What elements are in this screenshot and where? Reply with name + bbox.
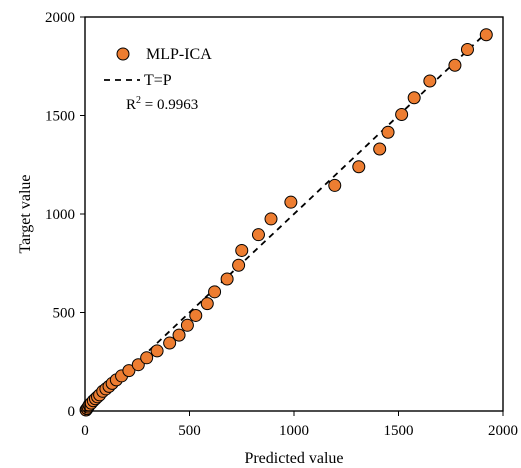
data-point xyxy=(140,351,154,365)
x-tick-label: 1500 xyxy=(384,423,414,439)
legend-label-t-equals-p: T=P xyxy=(144,72,172,89)
x-tick-label: 500 xyxy=(178,423,201,439)
y-tick-label: 1000 xyxy=(45,207,75,223)
x-tick-label: 2000 xyxy=(488,423,518,439)
data-point xyxy=(479,28,493,42)
x-tick-label: 1000 xyxy=(279,423,309,439)
tick-layer: 0 500 1000 1500 2000 0 500 1000 1500 2000 xyxy=(45,10,518,439)
x-axis-title: Predicted value xyxy=(244,450,343,467)
y-tick-label: 2000 xyxy=(45,10,75,26)
data-point xyxy=(150,344,164,358)
data-point xyxy=(208,285,222,299)
r-squared-symbol: R xyxy=(126,97,136,113)
r-squared-superscript: 2 xyxy=(136,95,141,106)
y-tick-label: 0 xyxy=(68,404,76,420)
data-point xyxy=(200,297,214,311)
data-point xyxy=(381,125,395,139)
data-point xyxy=(235,243,249,257)
r-squared-annotation: R2 = 0.9963 xyxy=(126,95,198,113)
data-point xyxy=(264,212,278,226)
data-point xyxy=(328,178,342,192)
data-point xyxy=(373,142,387,156)
x-tick-label: 0 xyxy=(81,423,89,439)
legend-label-mlp-ica: MLP-ICA xyxy=(146,46,212,63)
data-point xyxy=(352,160,366,174)
data-point xyxy=(131,358,145,372)
y-axis-title: Target value xyxy=(17,175,34,254)
data-point xyxy=(180,318,194,332)
data-point xyxy=(251,228,265,242)
y-tick-label: 1500 xyxy=(45,109,75,125)
r-squared-value: = 0.9963 xyxy=(141,97,198,113)
data-point xyxy=(163,336,177,350)
y-tick-label: 500 xyxy=(53,306,76,322)
data-point xyxy=(220,272,234,286)
data-point xyxy=(232,258,246,272)
data-point xyxy=(189,308,203,322)
data-point xyxy=(284,195,298,209)
data-point xyxy=(448,58,462,72)
legend-marker-mlp-ica xyxy=(116,47,130,61)
legend: MLP-ICA T=P xyxy=(104,46,212,89)
data-point xyxy=(423,74,437,88)
data-point xyxy=(395,108,409,122)
data-point xyxy=(460,43,474,57)
data-point xyxy=(172,328,186,342)
data-point xyxy=(407,91,421,105)
data-point xyxy=(122,364,136,378)
